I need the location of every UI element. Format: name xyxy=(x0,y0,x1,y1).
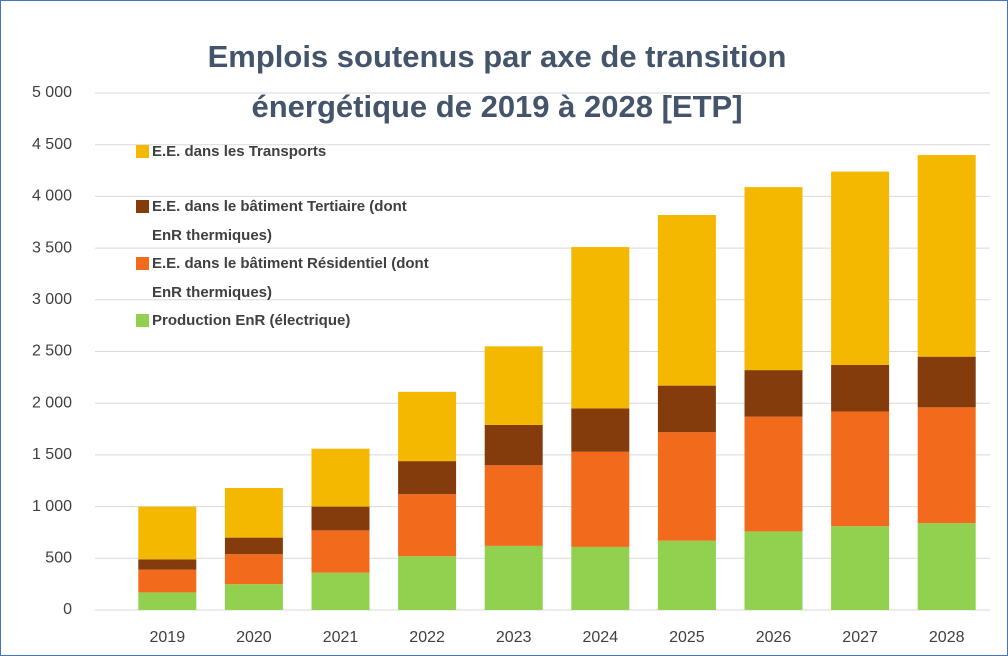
y-tick-label: 500 xyxy=(45,550,72,567)
bar-segment xyxy=(657,385,716,433)
bar-segment xyxy=(917,356,976,408)
x-tick-label: 2024 xyxy=(583,629,619,646)
bar-segment xyxy=(138,506,197,560)
legend-label: E.E. dans le bâtiment Tertiaire (dont En… xyxy=(152,198,407,244)
bar-segment xyxy=(744,416,803,532)
y-tick-label: 5 000 xyxy=(32,84,72,101)
bar-segment xyxy=(311,448,370,507)
bar-segment xyxy=(831,411,890,527)
bar-segment xyxy=(571,408,630,452)
bar-segment xyxy=(657,215,716,386)
bar-segment xyxy=(484,545,543,610)
bar-segment xyxy=(831,526,890,610)
legend-label: E.E. dans le bâtiment Résidentiel (dont … xyxy=(152,255,429,301)
chart-title: Emplois soutenus par axe de transition é… xyxy=(207,39,787,124)
x-tick-label: 2026 xyxy=(756,629,792,646)
x-tick-label: 2023 xyxy=(496,629,532,646)
y-tick-label: 1 500 xyxy=(32,446,72,463)
bar-segment xyxy=(657,540,716,610)
bar-segment xyxy=(917,155,976,357)
legend-swatch xyxy=(136,257,149,270)
legend-swatch xyxy=(136,145,149,158)
bar-segment xyxy=(224,584,283,610)
x-tick-label: 2025 xyxy=(669,629,705,646)
x-tick-label: 2019 xyxy=(150,629,186,646)
y-tick-label: 4 500 xyxy=(32,136,72,153)
legend-swatch xyxy=(136,200,149,213)
bar-segment xyxy=(138,559,197,570)
bar-segment xyxy=(311,530,370,573)
y-tick-label: 2 000 xyxy=(32,394,72,411)
bar-segment xyxy=(138,569,197,593)
bar-segment xyxy=(398,391,457,462)
bar-segment xyxy=(917,407,976,524)
bar-segment xyxy=(744,187,803,371)
y-tick-label: 3 000 xyxy=(32,291,72,308)
x-tick-label: 2020 xyxy=(236,629,272,646)
bar-segment xyxy=(571,546,630,610)
legend-swatch xyxy=(136,314,149,327)
bar-segment xyxy=(224,554,283,585)
x-tick-label: 2028 xyxy=(929,629,965,646)
y-tick-label: 3 500 xyxy=(32,239,72,256)
bar-segment xyxy=(744,531,803,610)
bar-segment xyxy=(657,432,716,541)
y-tick-label: 4 000 xyxy=(32,188,72,205)
bar-segment xyxy=(484,346,543,425)
x-tick-label: 2022 xyxy=(409,629,445,646)
y-tick-label: 0 xyxy=(63,601,72,618)
x-tick-label: 2027 xyxy=(842,629,878,646)
bar-segment xyxy=(917,523,976,610)
bar-segment xyxy=(831,364,890,412)
y-tick-label: 2 500 xyxy=(32,343,72,360)
bar-segment xyxy=(398,556,457,610)
bar-segment xyxy=(744,370,803,417)
legend-label: E.E. dans les Transports xyxy=(152,143,327,160)
bar-segment xyxy=(484,465,543,546)
bar-segment xyxy=(311,572,370,610)
y-tick-label: 1 000 xyxy=(32,498,72,515)
x-tick-label: 2021 xyxy=(323,629,359,646)
bar-segment xyxy=(224,537,283,555)
bar-segment xyxy=(398,461,457,495)
bar-segment xyxy=(398,494,457,557)
bar-segment xyxy=(831,171,890,365)
bar-segment xyxy=(224,487,283,538)
bar-segment xyxy=(484,424,543,466)
bar-segment xyxy=(571,247,630,409)
bar-segment xyxy=(138,592,197,610)
bar-segment xyxy=(311,506,370,531)
bar-segment xyxy=(571,451,630,547)
legend-label: Production EnR (électrique) xyxy=(152,312,351,329)
